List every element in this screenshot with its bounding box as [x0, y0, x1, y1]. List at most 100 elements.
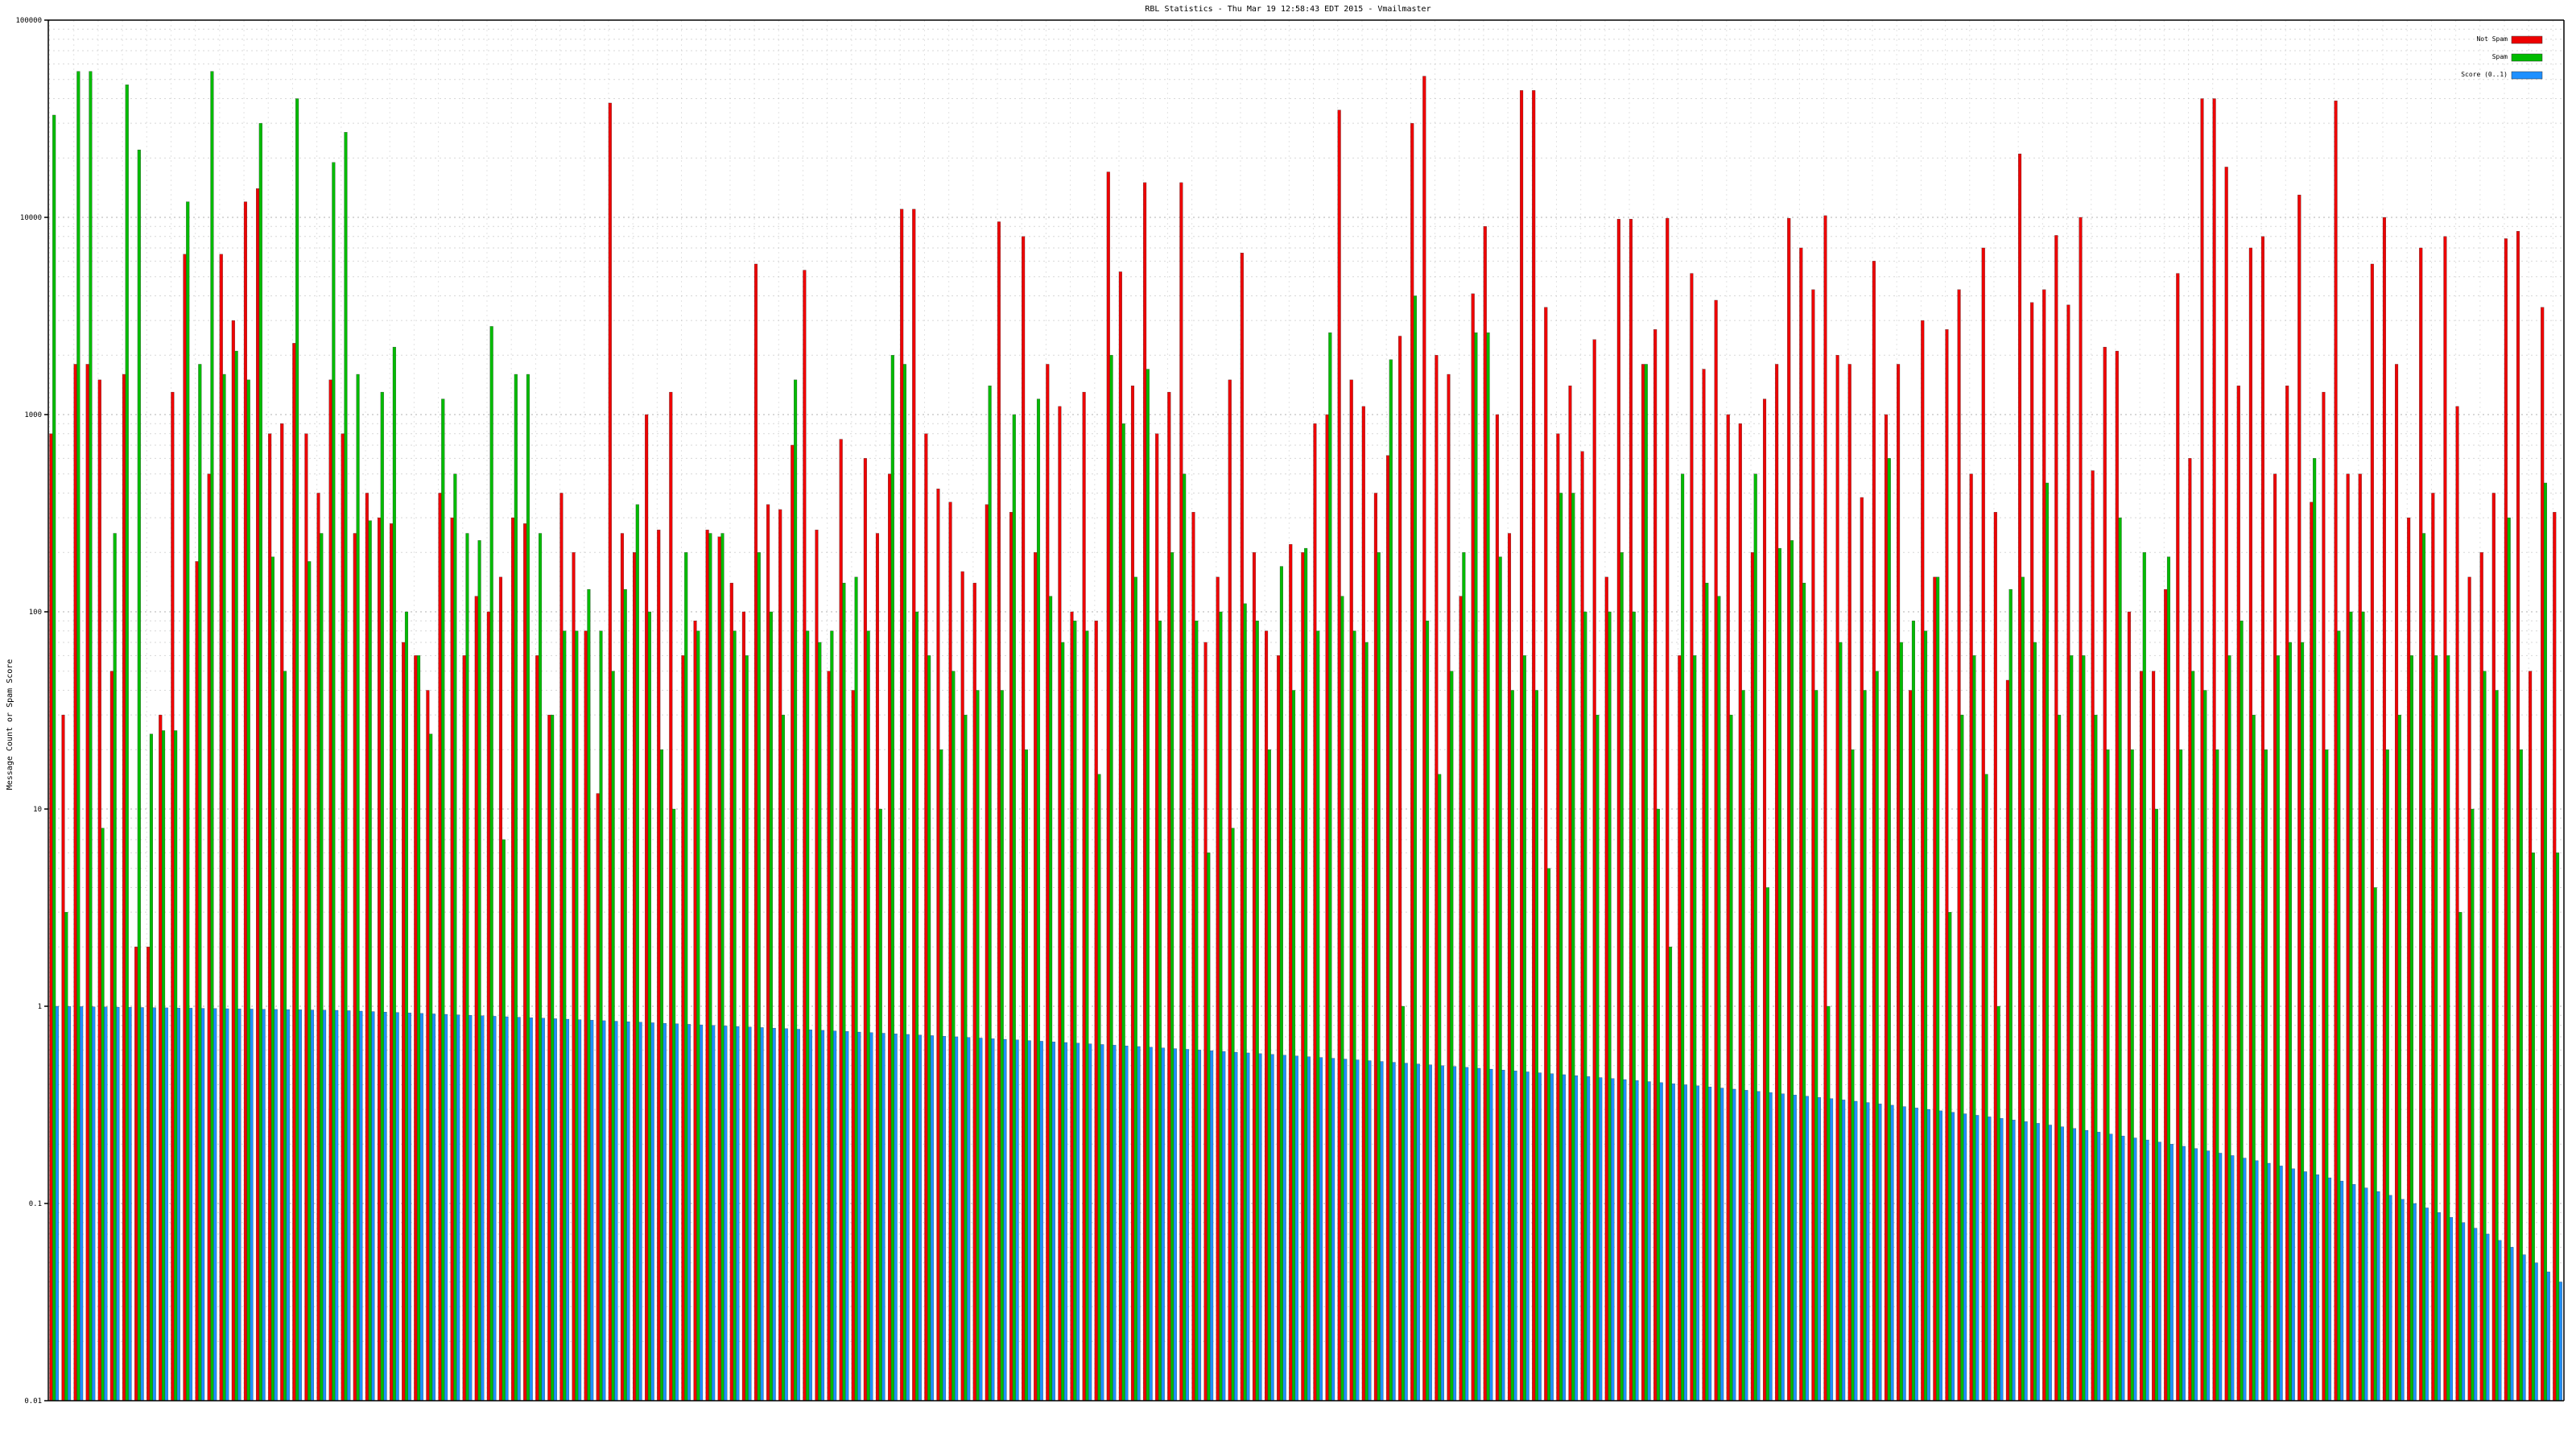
bar-not-spam: [1933, 576, 1937, 1402]
y-axis-label: Message Count or Spam Score: [6, 659, 14, 791]
bar-not-spam: [1872, 261, 1876, 1402]
bar-not-spam: [900, 208, 904, 1402]
y-tick-label: 0.1: [29, 1200, 42, 1208]
bar-not-spam: [171, 391, 175, 1402]
bar-spam: [854, 576, 858, 1402]
bar-spam: [696, 630, 700, 1402]
bar-spam: [1121, 423, 1125, 1402]
bar-spam: [2495, 690, 2499, 1402]
y-tick-label: 10: [33, 806, 42, 814]
bar-not-spam: [2188, 458, 2192, 1402]
bar-score: [359, 1010, 363, 1402]
bar-score: [213, 1008, 217, 1402]
bar-spam: [1644, 364, 1648, 1402]
bar-spam: [125, 85, 129, 1402]
bar-not-spam: [753, 263, 758, 1402]
bar-spam: [101, 828, 105, 1402]
bar-score: [2413, 1203, 2417, 1402]
bar-score: [310, 1009, 315, 1402]
bar-spam: [927, 655, 931, 1402]
bar-score: [1914, 1108, 1918, 1402]
bar-not-spam: [1070, 611, 1074, 1402]
bar-spam: [830, 630, 834, 1402]
bar-not-spam: [61, 714, 65, 1402]
bar-score: [857, 1031, 861, 1402]
bar-not-spam: [863, 458, 867, 1402]
bar-not-spam: [1629, 218, 1633, 1402]
bar-score: [1963, 1113, 1967, 1402]
bar-spam: [2337, 630, 2341, 1402]
bar-spam: [1984, 774, 1988, 1402]
bar-spam: [1450, 671, 1454, 1402]
bar-not-spam: [2419, 247, 2423, 1402]
bar-not-spam: [1447, 374, 1451, 1402]
bar-score: [906, 1034, 910, 1402]
bar-spam: [1765, 887, 1769, 1402]
bar-spam: [1802, 583, 1806, 1402]
bar-score: [700, 1024, 704, 1402]
bar-not-spam: [462, 655, 466, 1402]
bar-spam: [392, 346, 396, 1402]
bar-not-spam: [1277, 655, 1281, 1402]
bar-not-spam: [219, 254, 223, 1402]
bar-not-spam: [1143, 182, 1147, 1402]
bar-not-spam: [1653, 329, 1657, 1402]
bar-score: [1161, 1047, 1165, 1402]
bar-score: [2315, 1174, 2319, 1402]
bar-not-spam: [985, 504, 989, 1402]
bar-score: [1647, 1081, 1651, 1402]
bar-score: [748, 1026, 752, 1402]
bar-not-spam: [304, 433, 308, 1402]
bar-not-spam: [1240, 253, 1244, 1402]
bar-score: [2534, 1262, 2538, 1402]
bar-spam: [246, 379, 250, 1402]
bar-not-spam: [1811, 289, 1815, 1402]
legend-label: Score (0..1): [2461, 71, 2508, 78]
bar-not-spam: [1058, 406, 1062, 1402]
bar-not-spam: [231, 320, 235, 1402]
bar-not-spam: [2152, 671, 2156, 1402]
bar-spam: [2507, 517, 2511, 1402]
bar-spam: [465, 533, 469, 1402]
bar-score: [541, 1018, 545, 1402]
bar-score: [298, 1009, 302, 1402]
bar-score: [456, 1014, 460, 1402]
bar-not-spam: [1301, 552, 1305, 1402]
bar-not-spam: [1556, 433, 1560, 1402]
bar-score: [68, 1006, 72, 1402]
bar-spam: [538, 533, 543, 1402]
bar-not-spam: [2115, 350, 2119, 1402]
bar-not-spam: [1106, 171, 1110, 1402]
bar-score: [1258, 1053, 1262, 1402]
bar-score: [1100, 1044, 1104, 1402]
bar-score: [1368, 1060, 1372, 1402]
bar-not-spam: [1471, 293, 1475, 1402]
bar-spam: [2434, 655, 2438, 1402]
bar-not-spam: [1957, 289, 1961, 1402]
bar-score: [1063, 1042, 1068, 1402]
bar-not-spam: [1678, 655, 1682, 1402]
bar-spam: [234, 350, 238, 1402]
bar-score: [1416, 1063, 1420, 1402]
bar-score: [1562, 1074, 1566, 1402]
bar-not-spam: [1094, 621, 1098, 1402]
bar-score: [1234, 1051, 1238, 1402]
bar-spam: [52, 114, 56, 1402]
bar-spam: [2276, 655, 2280, 1402]
bar-spam: [1596, 714, 1600, 1402]
bar-not-spam: [1082, 391, 1086, 1402]
bar-not-spam: [1532, 90, 1536, 1402]
bar-not-spam: [960, 571, 964, 1402]
bar-spam: [1705, 583, 1709, 1402]
bar-spam: [113, 533, 117, 1402]
bar-not-spam: [2005, 679, 2009, 1402]
bar-score: [225, 1008, 229, 1402]
bar-spam: [878, 808, 882, 1402]
bar-spam: [769, 611, 773, 1402]
bar-not-spam: [1118, 271, 1122, 1402]
bar-spam: [720, 533, 724, 1402]
bar-not-spam: [147, 947, 151, 1402]
bar-score: [1513, 1071, 1517, 1402]
bar-spam: [2385, 749, 2389, 1402]
